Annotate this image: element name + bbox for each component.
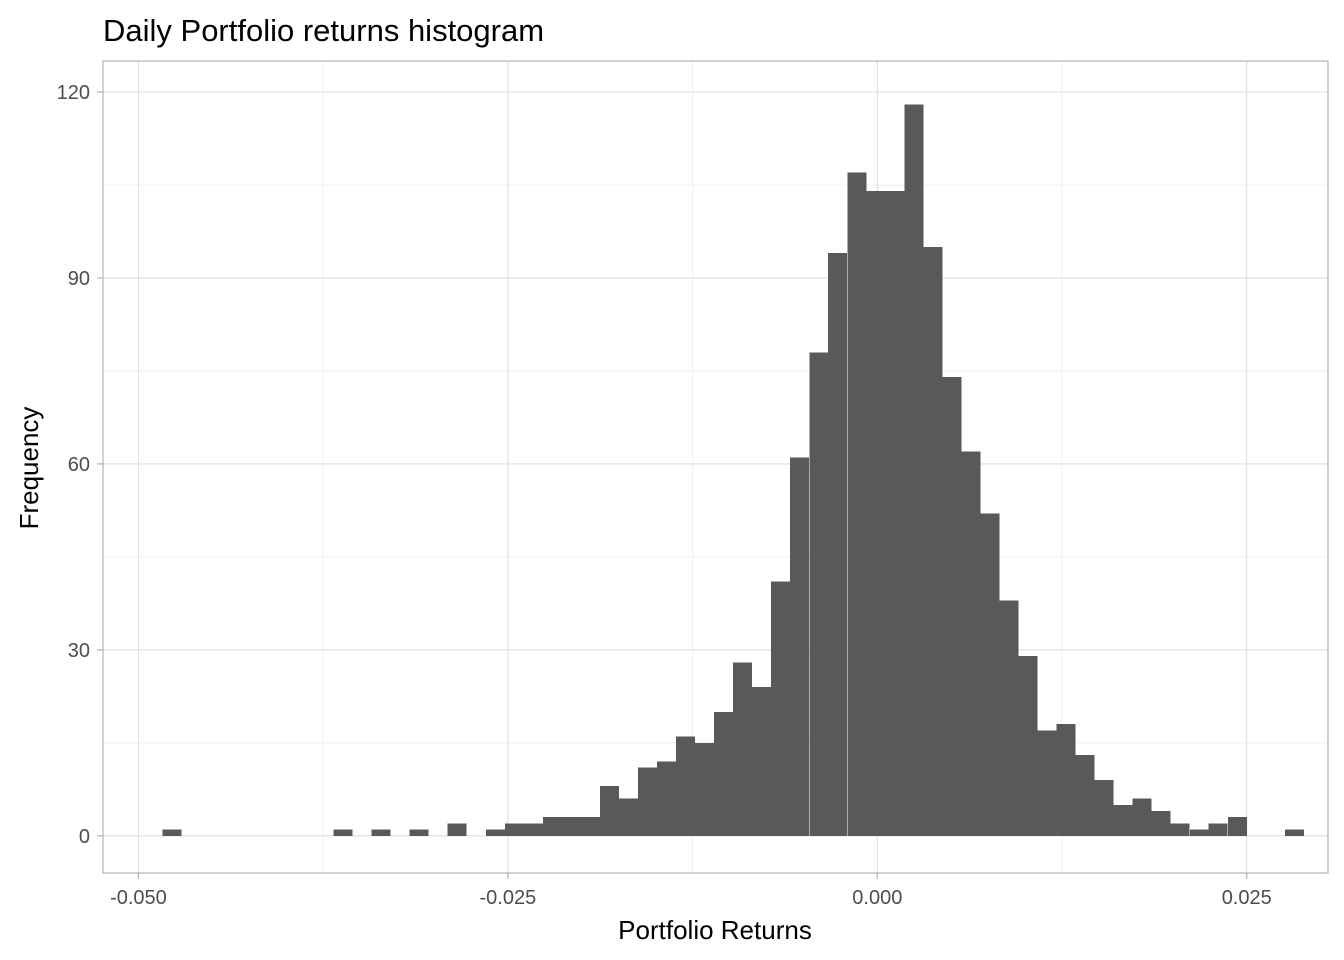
histogram-bar <box>1284 829 1304 836</box>
y-tick-label: 0 <box>79 826 90 848</box>
histogram-bar <box>542 817 562 836</box>
histogram-bar <box>333 829 353 836</box>
histogram-bar <box>1075 755 1095 836</box>
histogram-bar <box>657 761 677 836</box>
histogram-bar <box>847 172 867 836</box>
histogram-bar <box>885 191 905 836</box>
histogram-bar <box>1018 656 1038 836</box>
x-axis-title: Portfolio Returns <box>618 915 812 945</box>
histogram-bar <box>904 104 924 836</box>
histogram-bar <box>675 736 696 836</box>
x-tick-label: 0.025 <box>1222 887 1272 909</box>
histogram-bar <box>1132 798 1152 836</box>
histogram-bar <box>771 581 791 836</box>
histogram-bar <box>485 829 505 836</box>
x-tick-label: -0.050 <box>110 887 167 909</box>
histogram-bar <box>618 798 638 836</box>
histogram-bar <box>961 451 981 836</box>
histogram-bar <box>1037 730 1057 836</box>
histogram-bar <box>1151 811 1171 836</box>
histogram-bar <box>580 817 600 836</box>
y-tick-label: 120 <box>57 82 90 104</box>
y-tick-label: 90 <box>68 268 90 290</box>
histogram-bar <box>1227 817 1247 836</box>
x-tick-label: 0.000 <box>852 887 902 909</box>
histogram-bar <box>371 829 391 836</box>
histogram-bar <box>162 829 182 836</box>
x-tick-label: -0.025 <box>480 887 537 909</box>
histogram-bar <box>447 823 467 836</box>
y-tick-label: 60 <box>68 454 90 476</box>
axis-ticks: -0.050 -0.025 0.000 0.025 0 30 60 90 120 <box>57 82 1272 909</box>
histogram-bar <box>942 377 962 836</box>
histogram-bar <box>695 742 715 836</box>
histogram-bar <box>866 191 886 836</box>
histogram-bar <box>923 246 943 836</box>
histogram-bar <box>1208 823 1228 836</box>
histogram-bar <box>1094 780 1114 836</box>
y-tick-label: 30 <box>68 640 90 662</box>
histogram-bar <box>638 767 658 836</box>
histogram-bar <box>523 823 543 836</box>
histogram-bar <box>561 817 581 836</box>
histogram-bar <box>752 687 772 836</box>
gridlines <box>103 61 1328 873</box>
histogram-bar <box>1113 804 1133 836</box>
histogram-bar <box>1170 823 1190 836</box>
histogram-bar <box>1056 724 1076 836</box>
histogram-bar <box>733 662 753 836</box>
histogram-bar <box>980 513 1000 836</box>
histogram-bar <box>599 786 619 836</box>
histogram-bar <box>714 711 734 836</box>
histogram-bar <box>409 829 429 836</box>
y-axis-title: Frequency <box>14 407 44 530</box>
histogram-bar <box>809 352 829 836</box>
chart-title: Daily Portfolio returns histogram <box>103 13 544 48</box>
histogram-bar <box>1189 829 1209 836</box>
histogram-bars <box>162 104 1304 836</box>
histogram-bar <box>790 457 810 836</box>
histogram-bar <box>999 600 1019 836</box>
histogram-bar <box>504 823 524 836</box>
panel-border <box>102 60 1329 874</box>
histogram-bar <box>828 253 848 836</box>
